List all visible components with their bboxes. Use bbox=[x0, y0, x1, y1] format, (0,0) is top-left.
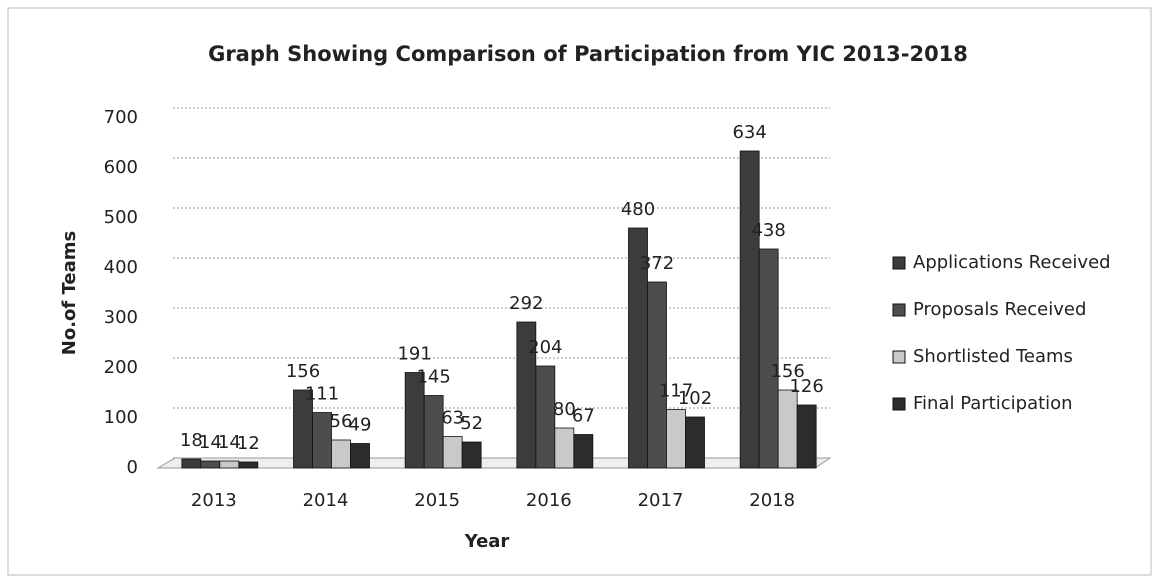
bar bbox=[796, 404, 817, 469]
bar bbox=[461, 441, 482, 469]
floor bbox=[156, 457, 832, 469]
bar bbox=[685, 416, 705, 469]
x-tick-label: 2014 bbox=[303, 490, 349, 511]
y-axis-label: No.of Teams bbox=[59, 231, 80, 355]
y-tick-label: 200 bbox=[104, 357, 138, 378]
legend-swatch bbox=[892, 303, 906, 317]
y-tick-label: 700 bbox=[104, 107, 138, 128]
data-label: 292 bbox=[509, 293, 543, 314]
chart-title: Graph Showing Comparison of Participatio… bbox=[208, 42, 968, 66]
bar bbox=[573, 434, 594, 469]
bar bbox=[758, 248, 779, 469]
data-label: 156 bbox=[286, 361, 320, 382]
data-label: 67 bbox=[572, 406, 595, 427]
data-label: 102 bbox=[678, 388, 712, 409]
legend-label: Applications Received bbox=[913, 252, 1111, 273]
bar bbox=[181, 458, 202, 469]
x-tick-label: 2017 bbox=[638, 490, 684, 511]
data-label: 156 bbox=[770, 361, 804, 382]
bar bbox=[535, 365, 556, 469]
data-label: 438 bbox=[751, 220, 785, 241]
bar bbox=[331, 439, 351, 469]
data-label: 126 bbox=[789, 376, 823, 397]
y-tick-label: 400 bbox=[104, 257, 138, 278]
legend-swatch bbox=[892, 256, 906, 270]
x-tick-label: 2013 bbox=[191, 490, 237, 511]
legend-label: Final Participation bbox=[913, 393, 1073, 414]
data-label: 52 bbox=[460, 413, 483, 434]
data-label: 480 bbox=[621, 199, 655, 220]
legend-label: Shortlisted Teams bbox=[913, 346, 1073, 367]
x-tick-label: 2015 bbox=[414, 490, 460, 511]
data-label: 14 bbox=[218, 432, 241, 453]
data-label: 80 bbox=[553, 399, 576, 420]
data-label: 145 bbox=[416, 367, 450, 388]
data-label: 18 bbox=[180, 430, 203, 451]
x-tick-label: 2018 bbox=[749, 490, 795, 511]
bar bbox=[666, 409, 686, 469]
y-tick-label: 100 bbox=[104, 407, 138, 428]
y-tick-label: 500 bbox=[104, 207, 138, 228]
data-label: 372 bbox=[640, 253, 674, 274]
data-label: 117 bbox=[659, 381, 693, 402]
chart-frame bbox=[7, 7, 1152, 576]
bar bbox=[777, 389, 798, 469]
x-tick-label: 2016 bbox=[526, 490, 572, 511]
y-tick-label: 600 bbox=[104, 157, 138, 178]
legend-swatch bbox=[892, 397, 906, 411]
legend-swatch bbox=[892, 350, 906, 364]
data-label: 191 bbox=[397, 344, 431, 365]
data-label: 56 bbox=[330, 411, 353, 432]
bar bbox=[350, 443, 370, 469]
y-tick-label: 0 bbox=[127, 457, 138, 478]
x-axis-label: Year bbox=[464, 531, 510, 552]
bar bbox=[238, 461, 259, 469]
y-tick-label: 300 bbox=[104, 307, 138, 328]
bar bbox=[423, 395, 444, 469]
bar bbox=[219, 460, 240, 469]
data-label: 204 bbox=[528, 337, 562, 358]
bar bbox=[200, 460, 221, 469]
data-label: 12 bbox=[237, 433, 260, 454]
bar bbox=[442, 436, 463, 469]
bar bbox=[554, 427, 575, 469]
data-label: 634 bbox=[732, 122, 766, 143]
data-label: 49 bbox=[349, 415, 372, 436]
data-label: 63 bbox=[441, 408, 464, 429]
legend-label: Proposals Received bbox=[913, 299, 1086, 320]
bar bbox=[647, 281, 667, 469]
data-label: 111 bbox=[305, 384, 339, 405]
bar bbox=[739, 150, 760, 469]
data-label: 14 bbox=[199, 432, 222, 453]
